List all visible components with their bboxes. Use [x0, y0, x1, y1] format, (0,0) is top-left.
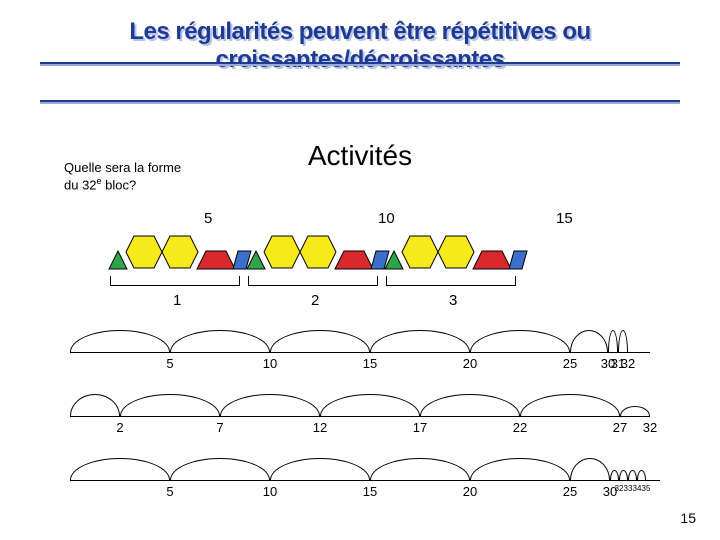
- hexagon-icon: [436, 234, 476, 270]
- question-line2a: du 32: [64, 178, 97, 193]
- arc: [120, 394, 220, 416]
- arc: [70, 394, 120, 416]
- group-label-3: 3: [449, 292, 457, 309]
- hexagon-icon: [262, 234, 302, 270]
- arc-label: 32: [635, 420, 665, 435]
- hexagon-icon: [124, 234, 164, 270]
- page-number: 15: [680, 510, 696, 526]
- arc-label: 12: [305, 420, 335, 435]
- arc-label: 7: [205, 420, 235, 435]
- trapezoid-icon: [334, 250, 374, 270]
- question-line2b: bloc?: [102, 178, 137, 193]
- arc: [320, 394, 420, 416]
- arc: [570, 458, 610, 480]
- arc-row-1: 510152025303132: [70, 330, 650, 352]
- arc-label: 5: [155, 356, 185, 371]
- arc-label: 5: [155, 484, 185, 499]
- group-label-1: 1: [173, 292, 181, 309]
- group-bracket-2: [248, 276, 378, 286]
- arc-label: 32: [620, 356, 636, 371]
- arc-label: 22: [505, 420, 535, 435]
- arc: [619, 470, 628, 480]
- arc-label: 25: [555, 484, 585, 499]
- trapezoid-icon: [196, 250, 236, 270]
- question-text: Quelle sera la forme du 32e bloc?: [64, 160, 181, 194]
- arc-label: 35: [640, 484, 652, 493]
- decor-line-top: [40, 62, 680, 66]
- hexagon-icon: [160, 234, 200, 270]
- arc-label: 17: [405, 420, 435, 435]
- arc: [637, 470, 646, 480]
- group-label-2: 2: [311, 292, 319, 309]
- arc: [370, 330, 470, 352]
- arc: [70, 330, 170, 352]
- arc-label: 27: [605, 420, 635, 435]
- arc: [470, 330, 570, 352]
- hexagon-icon: [400, 234, 440, 270]
- group-bracket-3: [386, 276, 516, 286]
- arc-label: 10: [255, 356, 285, 371]
- group-bracket-1: [110, 276, 240, 286]
- top-number-5: 5: [204, 210, 212, 227]
- arc-label: 2: [105, 420, 135, 435]
- trapezoid-icon: [472, 250, 512, 270]
- arc: [420, 394, 520, 416]
- question-line1: Quelle sera la forme: [64, 160, 181, 175]
- arc: [520, 394, 620, 416]
- arc: [628, 470, 637, 480]
- arc: [370, 458, 470, 480]
- arc: [270, 330, 370, 352]
- arc: [470, 458, 570, 480]
- arc-label: 25: [555, 356, 585, 371]
- arc-label: 10: [255, 484, 285, 499]
- hexagon-icon: [298, 234, 338, 270]
- arc: [170, 330, 270, 352]
- arc: [270, 458, 370, 480]
- arc: [620, 406, 650, 416]
- arc: [220, 394, 320, 416]
- arc: [70, 458, 170, 480]
- top-number-10: 10: [378, 210, 395, 227]
- arc: [170, 458, 270, 480]
- slide: Les régularités peuvent être répétitives…: [0, 0, 720, 540]
- arc-label: 20: [455, 356, 485, 371]
- decor-line-bottom: [40, 100, 680, 104]
- arc: [570, 330, 608, 352]
- arc: [608, 330, 618, 352]
- top-number-15: 15: [556, 210, 573, 227]
- arc-label: 15: [355, 484, 385, 499]
- arc-row-3: 5101520253032333435: [70, 458, 660, 480]
- arc-row-2: 271217222732: [70, 394, 650, 416]
- arc: [618, 330, 628, 352]
- parallelogram-icon: [508, 250, 528, 270]
- arc-label: 20: [455, 484, 485, 499]
- arc-label: 15: [355, 356, 385, 371]
- arc: [610, 470, 619, 480]
